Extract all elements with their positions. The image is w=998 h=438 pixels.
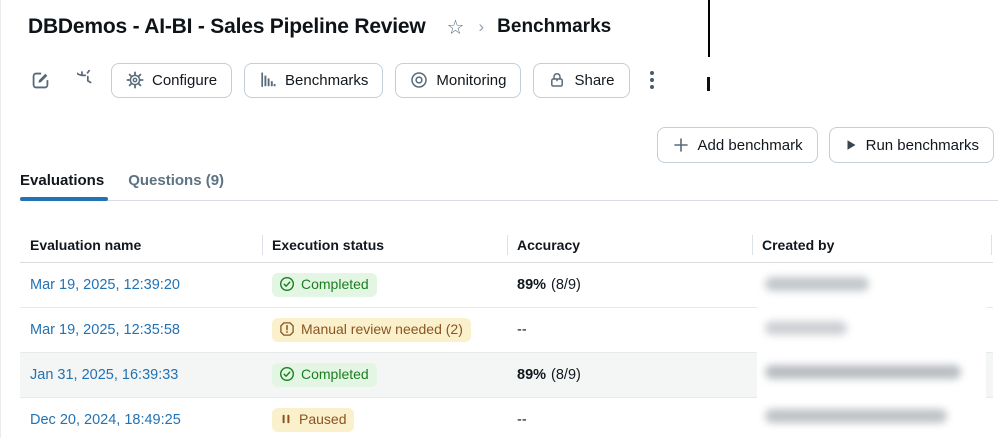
benchmarks-label: Benchmarks [285, 71, 369, 89]
evaluation-link[interactable]: Jan 31, 2025, 16:39:33 [30, 367, 179, 383]
warning-octagon-icon [280, 322, 294, 337]
status-badge-paused: Paused [272, 408, 355, 432]
column-divider [752, 235, 753, 255]
status-label: Manual review needed (2) [301, 321, 463, 338]
tab-evaluations[interactable]: Evaluations [20, 172, 105, 189]
redacted-created-by [765, 321, 847, 335]
evaluations-table: Evaluation name Execution status Accurac… [20, 228, 993, 438]
page-title: DBDemos - AI-BI - Sales Pipeline Review [28, 15, 426, 38]
table-header: Evaluation name Execution status Accurac… [20, 228, 993, 263]
evaluation-link[interactable]: Dec 20, 2024, 18:49:25 [30, 412, 181, 428]
version-history-button[interactable] [75, 68, 99, 92]
titlebar: DBDemos - AI-BI - Sales Pipeline Review … [28, 12, 611, 42]
add-benchmark-button[interactable]: Add benchmark [656, 127, 818, 163]
kebab-menu-icon[interactable] [644, 67, 660, 93]
pencil-square-icon [32, 72, 48, 88]
check-circle-icon [279, 367, 295, 382]
play-icon [844, 138, 858, 152]
breadcrumb-separator-icon: › [478, 17, 485, 36]
accuracy-value: -- [517, 412, 527, 428]
accuracy-detail: (8/9) [551, 277, 581, 293]
configure-label: Configure [152, 71, 218, 89]
created-by-redaction-patch [757, 263, 986, 438]
lock-icon [548, 71, 566, 89]
cursor-artifact-line [708, 0, 710, 57]
monitoring-eye-icon [410, 71, 428, 89]
history-clock-icon [76, 69, 91, 83]
column-header-evaluation-name[interactable]: Evaluation name [30, 237, 142, 253]
add-benchmark-label: Add benchmark [697, 136, 803, 154]
redacted-created-by [765, 277, 869, 291]
evaluation-link[interactable]: Mar 19, 2025, 12:39:20 [30, 277, 180, 293]
pause-icon [282, 415, 290, 424]
bar-chart-icon [259, 71, 277, 89]
breadcrumb-current: Benchmarks [497, 16, 612, 37]
status-badge-manual-review: Manual review needed (2) [272, 318, 471, 342]
edit-button[interactable] [28, 68, 52, 92]
column-divider [991, 235, 992, 255]
check-circle-icon [279, 277, 295, 292]
tab-bar: Evaluations Questions (9) [20, 172, 224, 199]
redacted-created-by [765, 409, 947, 423]
redacted-created-by [765, 365, 961, 379]
status-badge-completed: Completed [272, 363, 377, 387]
run-benchmarks-label: Run benchmarks [865, 136, 979, 154]
benchmark-actions: Add benchmark Run benchmarks [656, 127, 994, 163]
monitoring-button[interactable]: Monitoring [395, 62, 522, 98]
configure-button[interactable]: Configure [111, 62, 233, 98]
gear-icon [126, 71, 144, 89]
plus-icon [672, 136, 690, 154]
column-header-accuracy[interactable]: Accuracy [517, 237, 581, 253]
accuracy-value: 89% [517, 277, 547, 293]
share-button[interactable]: Share [533, 62, 630, 98]
accuracy-value: 89% [517, 367, 547, 383]
status-label: Paused [299, 411, 347, 428]
tab-divider [20, 200, 998, 201]
monitoring-label: Monitoring [436, 71, 507, 89]
column-divider [262, 235, 263, 255]
accuracy-value: -- [517, 322, 527, 338]
status-badge-completed: Completed [272, 273, 377, 297]
benchmarks-button[interactable]: Benchmarks [244, 62, 384, 98]
run-benchmarks-button[interactable]: Run benchmarks [828, 127, 994, 163]
evaluation-link[interactable]: Mar 19, 2025, 12:35:58 [30, 322, 180, 338]
page-left-edge [0, 0, 1, 438]
status-label: Completed [301, 366, 369, 383]
cursor-artifact-dash [707, 77, 710, 91]
share-label: Share [574, 71, 615, 89]
star-outline-icon[interactable]: ☆ [446, 15, 465, 39]
toolbar: Configure Benchmarks Moni [28, 62, 660, 98]
accuracy-detail: (8/9) [551, 367, 581, 383]
column-header-execution-status[interactable]: Execution status [272, 237, 385, 253]
column-divider [507, 235, 508, 255]
tab-questions[interactable]: Questions (9) [128, 172, 225, 189]
active-tab-underline [20, 197, 108, 201]
column-header-created-by[interactable]: Created by [762, 237, 835, 253]
status-label: Completed [301, 276, 369, 293]
